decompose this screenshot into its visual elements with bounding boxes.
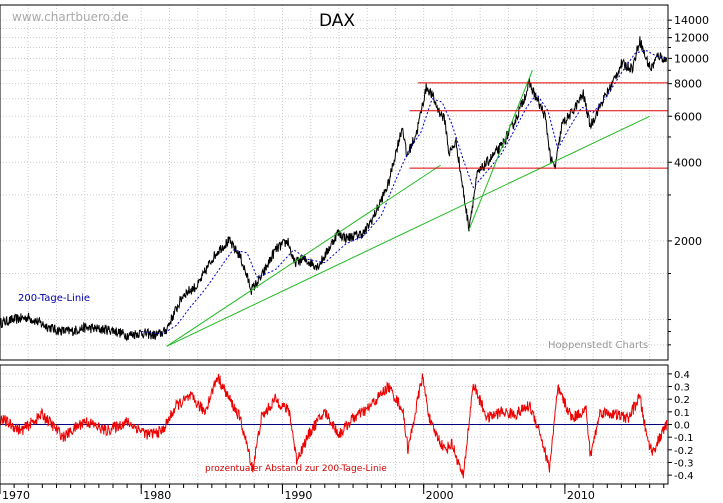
dax-price-line (0, 36, 668, 342)
watermark: www.chartbuero.de (12, 10, 129, 24)
chart-title: DAX (319, 11, 355, 31)
ma200-line (141, 50, 667, 335)
x-tick-label: 2010 (567, 489, 595, 502)
y-tick-label: 14000 (674, 14, 709, 27)
x-tick-label: 2000 (426, 489, 454, 502)
trend3-trendline (468, 70, 533, 231)
osc-y-tick-label: -0.1 (674, 433, 694, 444)
osc-y-tick-label: -0.2 (674, 446, 694, 457)
x-tick-label: 1990 (284, 489, 312, 502)
trend2-trendline (166, 115, 650, 347)
y-tick-label: 12000 (674, 32, 709, 45)
osc-y-tick-label: 0.0 (674, 421, 690, 432)
credit-label: Hoppenstedt Charts (548, 340, 648, 351)
y-tick-label: 6000 (674, 110, 702, 123)
osc-y-tick-label: 0.4 (674, 370, 690, 381)
y-tick-label: 8000 (674, 78, 702, 91)
oscillator-label: prozentualer Abstand zur 200-Tage-Linie (205, 464, 387, 474)
osc-y-tick-label: 0.3 (674, 383, 690, 394)
main-series (0, 36, 668, 347)
trend1-trendline (166, 164, 441, 347)
ma200-legend-label: 200-Tage-Linie (18, 293, 90, 304)
axes: 2000400060008000100001200014000-0.4-0.3-… (0, 4, 709, 502)
x-tick-label: 1980 (143, 489, 171, 502)
osc-y-tick-label: 0.2 (674, 395, 690, 406)
osc-y-tick-label: -0.4 (674, 471, 694, 482)
x-tick-label: 1970 (2, 489, 30, 502)
y-tick-label: 10000 (674, 52, 709, 65)
y-tick-label: 2000 (674, 235, 702, 248)
y-tick-label: 4000 (674, 156, 702, 169)
oscillator-series (0, 373, 668, 479)
main-grid (0, 5, 668, 360)
main-frame (0, 4, 669, 361)
osc-y-tick-label: 0.1 (674, 408, 690, 419)
oscillator-line (0, 373, 668, 479)
osc-y-tick-label: -0.3 (674, 458, 694, 469)
